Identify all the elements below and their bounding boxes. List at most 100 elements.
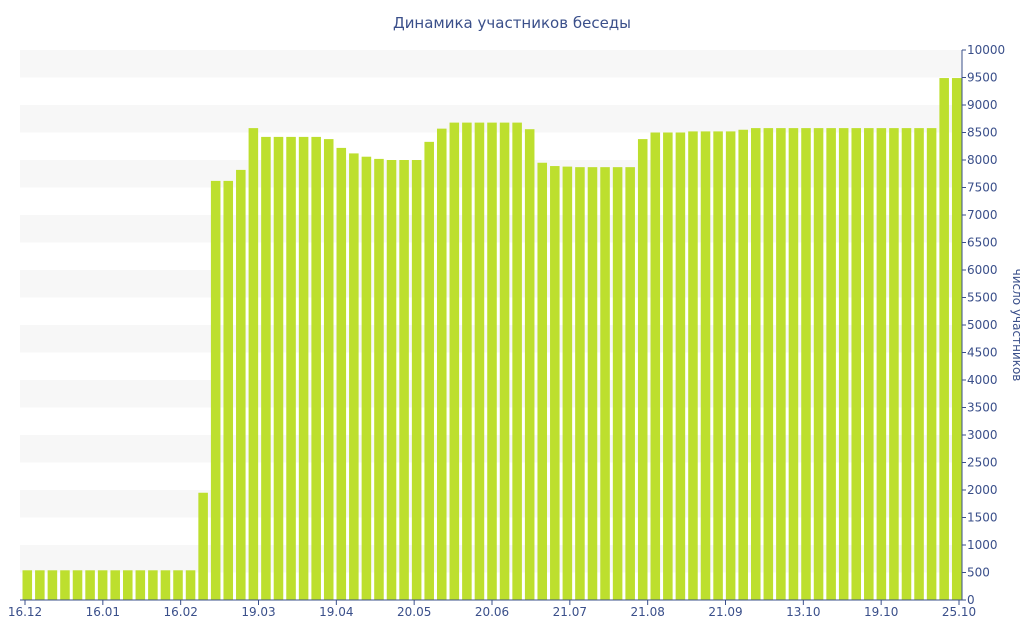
bar bbox=[336, 147, 347, 600]
bar bbox=[499, 122, 510, 600]
y-tick-label: 1500 bbox=[967, 511, 998, 525]
bar bbox=[323, 139, 334, 600]
bar bbox=[474, 122, 485, 600]
bar bbox=[524, 129, 535, 600]
bar bbox=[122, 570, 133, 600]
bar bbox=[813, 128, 824, 600]
bar bbox=[926, 128, 937, 600]
bar bbox=[750, 128, 761, 600]
y-tick-label: 2000 bbox=[967, 483, 998, 497]
y-tick-label: 8000 bbox=[967, 153, 998, 167]
bar bbox=[273, 136, 284, 600]
bar bbox=[801, 128, 811, 600]
bar bbox=[261, 136, 271, 600]
bar bbox=[688, 131, 698, 600]
bar bbox=[625, 167, 635, 600]
bar bbox=[738, 129, 748, 600]
x-tick-label: 20.05 bbox=[397, 605, 431, 619]
bar bbox=[436, 128, 447, 600]
x-tick-label: 25.10 bbox=[942, 605, 976, 619]
x-tick-label: 19.03 bbox=[241, 605, 275, 619]
bar bbox=[399, 160, 409, 600]
bar bbox=[223, 180, 234, 600]
x-tick-label: 21.08 bbox=[630, 605, 664, 619]
bar bbox=[939, 78, 949, 601]
x-tick-label: 19.04 bbox=[319, 605, 353, 619]
bars bbox=[22, 78, 962, 601]
y-tick-label: 9000 bbox=[967, 98, 998, 112]
bar bbox=[97, 570, 108, 600]
bar bbox=[650, 132, 661, 600]
bar bbox=[763, 128, 774, 600]
bar bbox=[424, 141, 434, 600]
y-tick-label: 1000 bbox=[967, 538, 998, 552]
bar bbox=[349, 153, 359, 600]
y-tick-label: 5500 bbox=[967, 291, 998, 305]
y-tick-label: 0 bbox=[967, 593, 975, 607]
x-tick-label: 21.07 bbox=[553, 605, 587, 619]
bar bbox=[851, 128, 862, 600]
bar bbox=[951, 78, 962, 601]
y-tick-label: 5000 bbox=[967, 318, 998, 332]
bar bbox=[587, 167, 598, 600]
grid-band bbox=[20, 50, 962, 78]
bar bbox=[612, 167, 623, 600]
bar bbox=[173, 570, 183, 600]
y-tick-label: 6000 bbox=[967, 263, 998, 277]
bar bbox=[826, 128, 836, 600]
x-tick-label: 16.01 bbox=[86, 605, 120, 619]
bar bbox=[47, 570, 58, 600]
bar bbox=[198, 492, 208, 600]
y-tick-label: 500 bbox=[967, 566, 990, 580]
bar bbox=[311, 136, 321, 600]
y-tick-label: 6500 bbox=[967, 236, 998, 250]
bar bbox=[72, 570, 83, 600]
bar bbox=[411, 160, 422, 600]
bar bbox=[386, 160, 397, 600]
bar bbox=[135, 570, 146, 600]
y-tick-label: 4500 bbox=[967, 346, 998, 360]
x-axis-ticks: 16.12 16.01 16.02 19.03 19.04 20.05 20.06 21.07… bbox=[8, 599, 976, 619]
bar bbox=[575, 167, 585, 600]
bar bbox=[374, 158, 384, 600]
y-axis-ticks: 0 500 1000 1500 2000 2500 3000 3500 4000 4500 5000… bbox=[961, 43, 1005, 607]
bar bbox=[110, 570, 120, 600]
bar bbox=[725, 131, 736, 600]
bar bbox=[713, 131, 723, 600]
bar bbox=[160, 570, 171, 600]
y-axis-label: число участников bbox=[1010, 269, 1024, 382]
x-tick-label: 13.10 bbox=[786, 605, 820, 619]
y-tick-label: 9500 bbox=[967, 71, 998, 85]
bar bbox=[788, 128, 799, 600]
y-tick-label: 7500 bbox=[967, 181, 998, 195]
y-tick-label: 10000 bbox=[967, 43, 1005, 57]
x-tick-label: 16.02 bbox=[163, 605, 197, 619]
bar bbox=[449, 122, 460, 600]
y-tick-label: 3000 bbox=[967, 428, 998, 442]
bar bbox=[901, 128, 912, 600]
chart-title: Динамика участников беседы bbox=[393, 14, 631, 32]
bar bbox=[600, 167, 610, 600]
y-tick-label: 2500 bbox=[967, 456, 998, 470]
y-tick-label: 8500 bbox=[967, 126, 998, 140]
bar bbox=[248, 128, 259, 600]
bar bbox=[487, 122, 497, 600]
bar bbox=[537, 162, 548, 600]
bar bbox=[361, 156, 372, 600]
bar bbox=[637, 139, 648, 600]
bar bbox=[298, 136, 309, 600]
y-tick-label: 4000 bbox=[967, 373, 998, 387]
bar bbox=[776, 128, 786, 600]
bar bbox=[462, 122, 472, 600]
bar bbox=[876, 128, 887, 600]
bar bbox=[35, 570, 45, 600]
bar bbox=[210, 180, 221, 600]
bar bbox=[185, 570, 196, 600]
bar bbox=[889, 128, 899, 600]
bar bbox=[864, 128, 874, 600]
bar bbox=[550, 166, 560, 601]
bar bbox=[22, 570, 33, 600]
bar bbox=[700, 131, 711, 600]
